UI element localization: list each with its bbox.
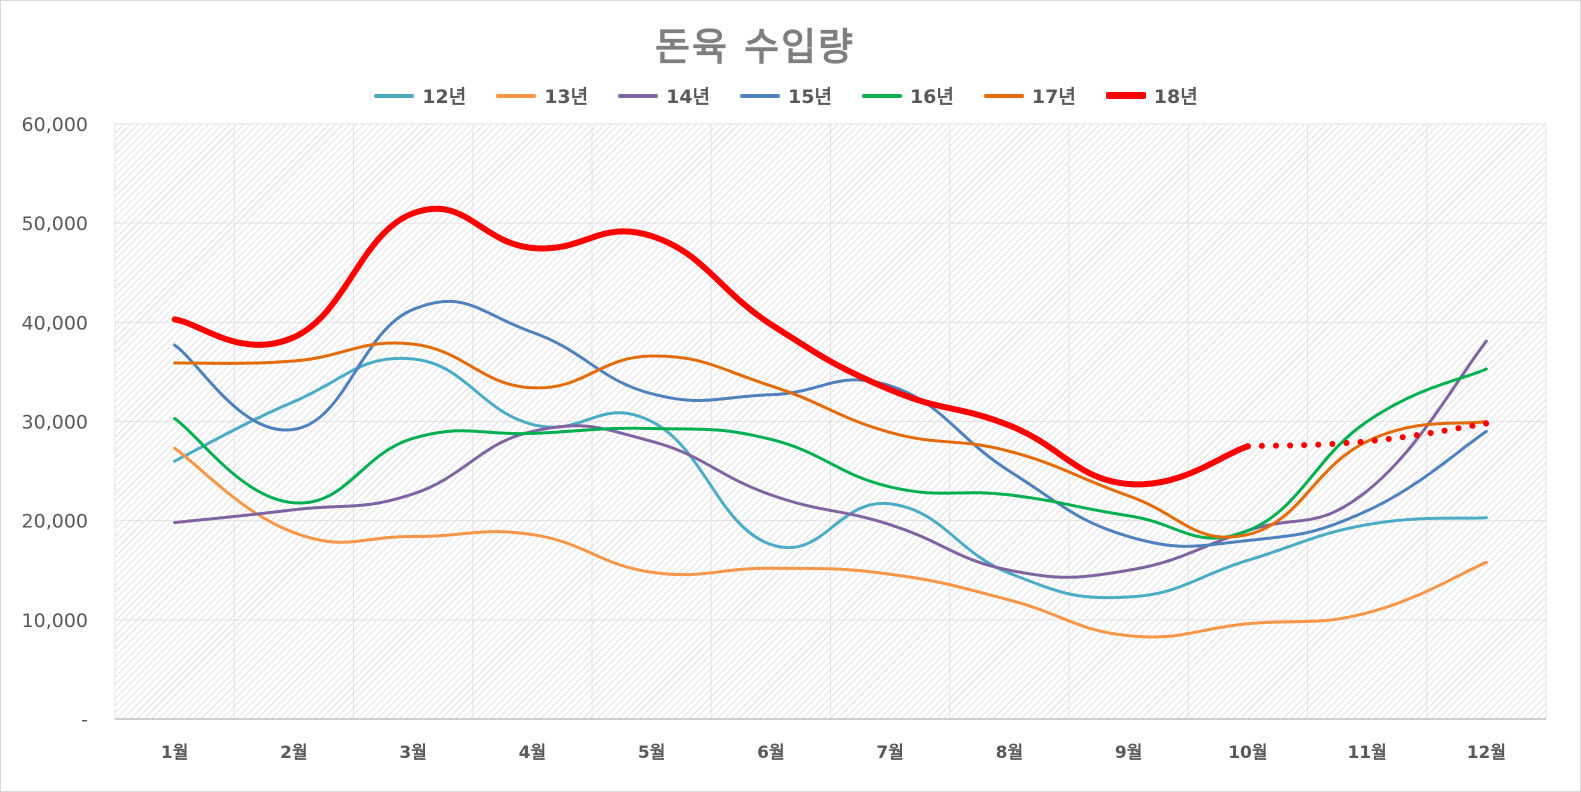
series-line-12년 <box>173 356 1488 600</box>
x-tick-label: 5월 <box>638 743 665 763</box>
series-line-14년 <box>173 339 1488 579</box>
legend-swatch <box>374 93 415 98</box>
series-lines <box>171 205 1490 639</box>
x-tick-label: 3월 <box>399 743 426 763</box>
series-line-13년 <box>173 446 1488 639</box>
series-line-15년 <box>173 299 1488 548</box>
legend-item: 13년 <box>496 82 588 109</box>
legend-swatch <box>618 93 659 98</box>
x-tick-label: 1월 <box>161 743 188 763</box>
x-tick-label: 9월 <box>1115 743 1142 763</box>
legend-swatch <box>740 93 781 98</box>
y-tick-label: 50,000 <box>22 213 88 235</box>
legend-label: 13년 <box>544 86 589 108</box>
y-tick-label: 10,000 <box>22 610 88 632</box>
legend-item: 18년 <box>1105 82 1198 109</box>
legend-swatch <box>983 93 1024 98</box>
legend-item: 15년 <box>740 82 832 109</box>
series-line-17년 <box>173 341 1488 539</box>
legend-label: 12년 <box>422 86 467 108</box>
legend-label: 16년 <box>909 86 954 108</box>
legend-label: 17년 <box>1031 86 1076 108</box>
x-tick-label: 6월 <box>757 743 784 763</box>
y-tick-label: - <box>81 709 88 731</box>
legend-label: 18년 <box>1153 86 1198 108</box>
legend-item: 17년 <box>983 82 1076 109</box>
x-tick-label: 11월 <box>1347 743 1386 763</box>
x-tick-label: 4월 <box>519 743 546 763</box>
legend-swatch <box>496 93 537 98</box>
legend: 12년 13년 14년 15년 16년 17년 18년 <box>0 82 1572 109</box>
legend-item: 16년 <box>861 82 954 109</box>
legend-item: 14년 <box>618 82 710 109</box>
legend-item: 12년 <box>374 82 466 109</box>
series-line-18년 <box>171 205 1251 488</box>
legend-swatch <box>861 93 902 98</box>
y-tick-label: 60,000 <box>22 114 88 136</box>
chart-title: 돈육 수입량 <box>654 25 856 69</box>
legend-swatch <box>1105 92 1146 99</box>
series-projection-18년 <box>1244 420 1490 450</box>
y-tick-label: 30,000 <box>22 412 88 434</box>
x-tick-label: 12월 <box>1467 743 1506 763</box>
series-line-16년 <box>173 367 1488 540</box>
x-tick-label: 10월 <box>1228 743 1267 763</box>
x-tick-label: 2월 <box>280 743 307 763</box>
axes: - 10,000 20,000 30,000 40,000 50,000 60,000 1월 2… <box>22 114 1546 763</box>
y-tick-label: 20,000 <box>22 511 88 533</box>
legend-label: 14년 <box>666 86 711 108</box>
legend-label: 15년 <box>788 86 832 108</box>
x-tick-label: 8월 <box>996 743 1023 763</box>
y-tick-label: 40,000 <box>22 312 88 334</box>
x-tick-label: 7월 <box>876 743 903 763</box>
